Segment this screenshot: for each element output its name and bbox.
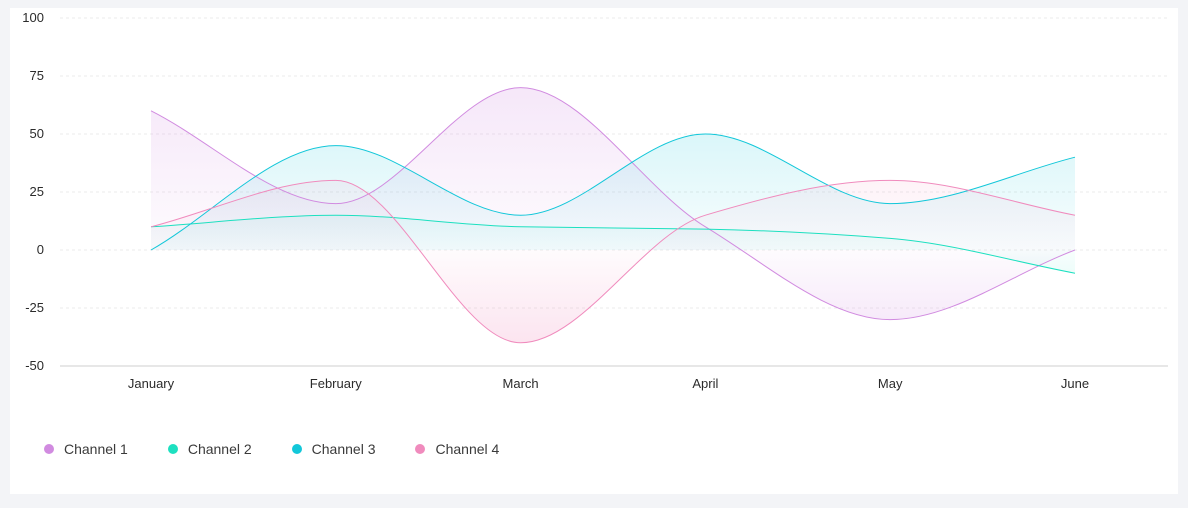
y-tick-label: -50: [25, 358, 44, 373]
legend-item-2[interactable]: Channel 2: [167, 441, 252, 457]
series-line-2: [150, 214, 1076, 274]
x-tick-label: January: [128, 376, 175, 391]
x-tick-label: February: [310, 376, 363, 391]
legend: Channel 1 Channel 2 Channel 3 Channel 4: [44, 441, 539, 457]
legend-item-3[interactable]: Channel 3: [291, 441, 376, 457]
legend-dot-icon: [291, 444, 302, 454]
chart-card: 100 75 50 25 0 -25 -50 January February March Apri…: [10, 8, 1178, 494]
y-tick-label: 75: [30, 68, 44, 83]
x-tick-label: June: [1061, 376, 1089, 391]
y-tick-label: 50: [30, 126, 44, 141]
x-tick-label: May: [878, 376, 903, 391]
legend-item-1[interactable]: Channel 1: [44, 441, 128, 457]
x-tick-label: April: [692, 376, 718, 391]
series-line-3: [150, 133, 1076, 251]
series-lines: [150, 87, 1076, 344]
legend-label: Channel 4: [435, 441, 500, 457]
y-tick-label: 25: [30, 184, 44, 199]
series-line-1: [150, 87, 1076, 321]
y-tick-label: 100: [22, 10, 44, 25]
axes: 100 75 50 25 0 -25 -50 January February March Apri…: [22, 10, 1168, 391]
y-tick-label: 0: [37, 242, 44, 257]
legend-label: Channel 1: [64, 441, 128, 457]
legend-label: Channel 2: [187, 441, 252, 457]
legend-dot-icon: [415, 444, 426, 454]
series-line-4: [150, 179, 1076, 344]
x-tick-label: March: [503, 376, 539, 391]
area-chart: 100 75 50 25 0 -25 -50 January February March Apri…: [22, 10, 1168, 391]
y-tick-label: -25: [25, 300, 44, 315]
series-area-4: [151, 180, 1075, 343]
legend-dot-icon: [167, 444, 178, 454]
legend-label: Channel 3: [311, 441, 376, 457]
series-areas: [151, 87, 1075, 343]
legend-item-4[interactable]: Channel 4: [415, 441, 499, 457]
legend-dot-icon: [44, 444, 54, 454]
